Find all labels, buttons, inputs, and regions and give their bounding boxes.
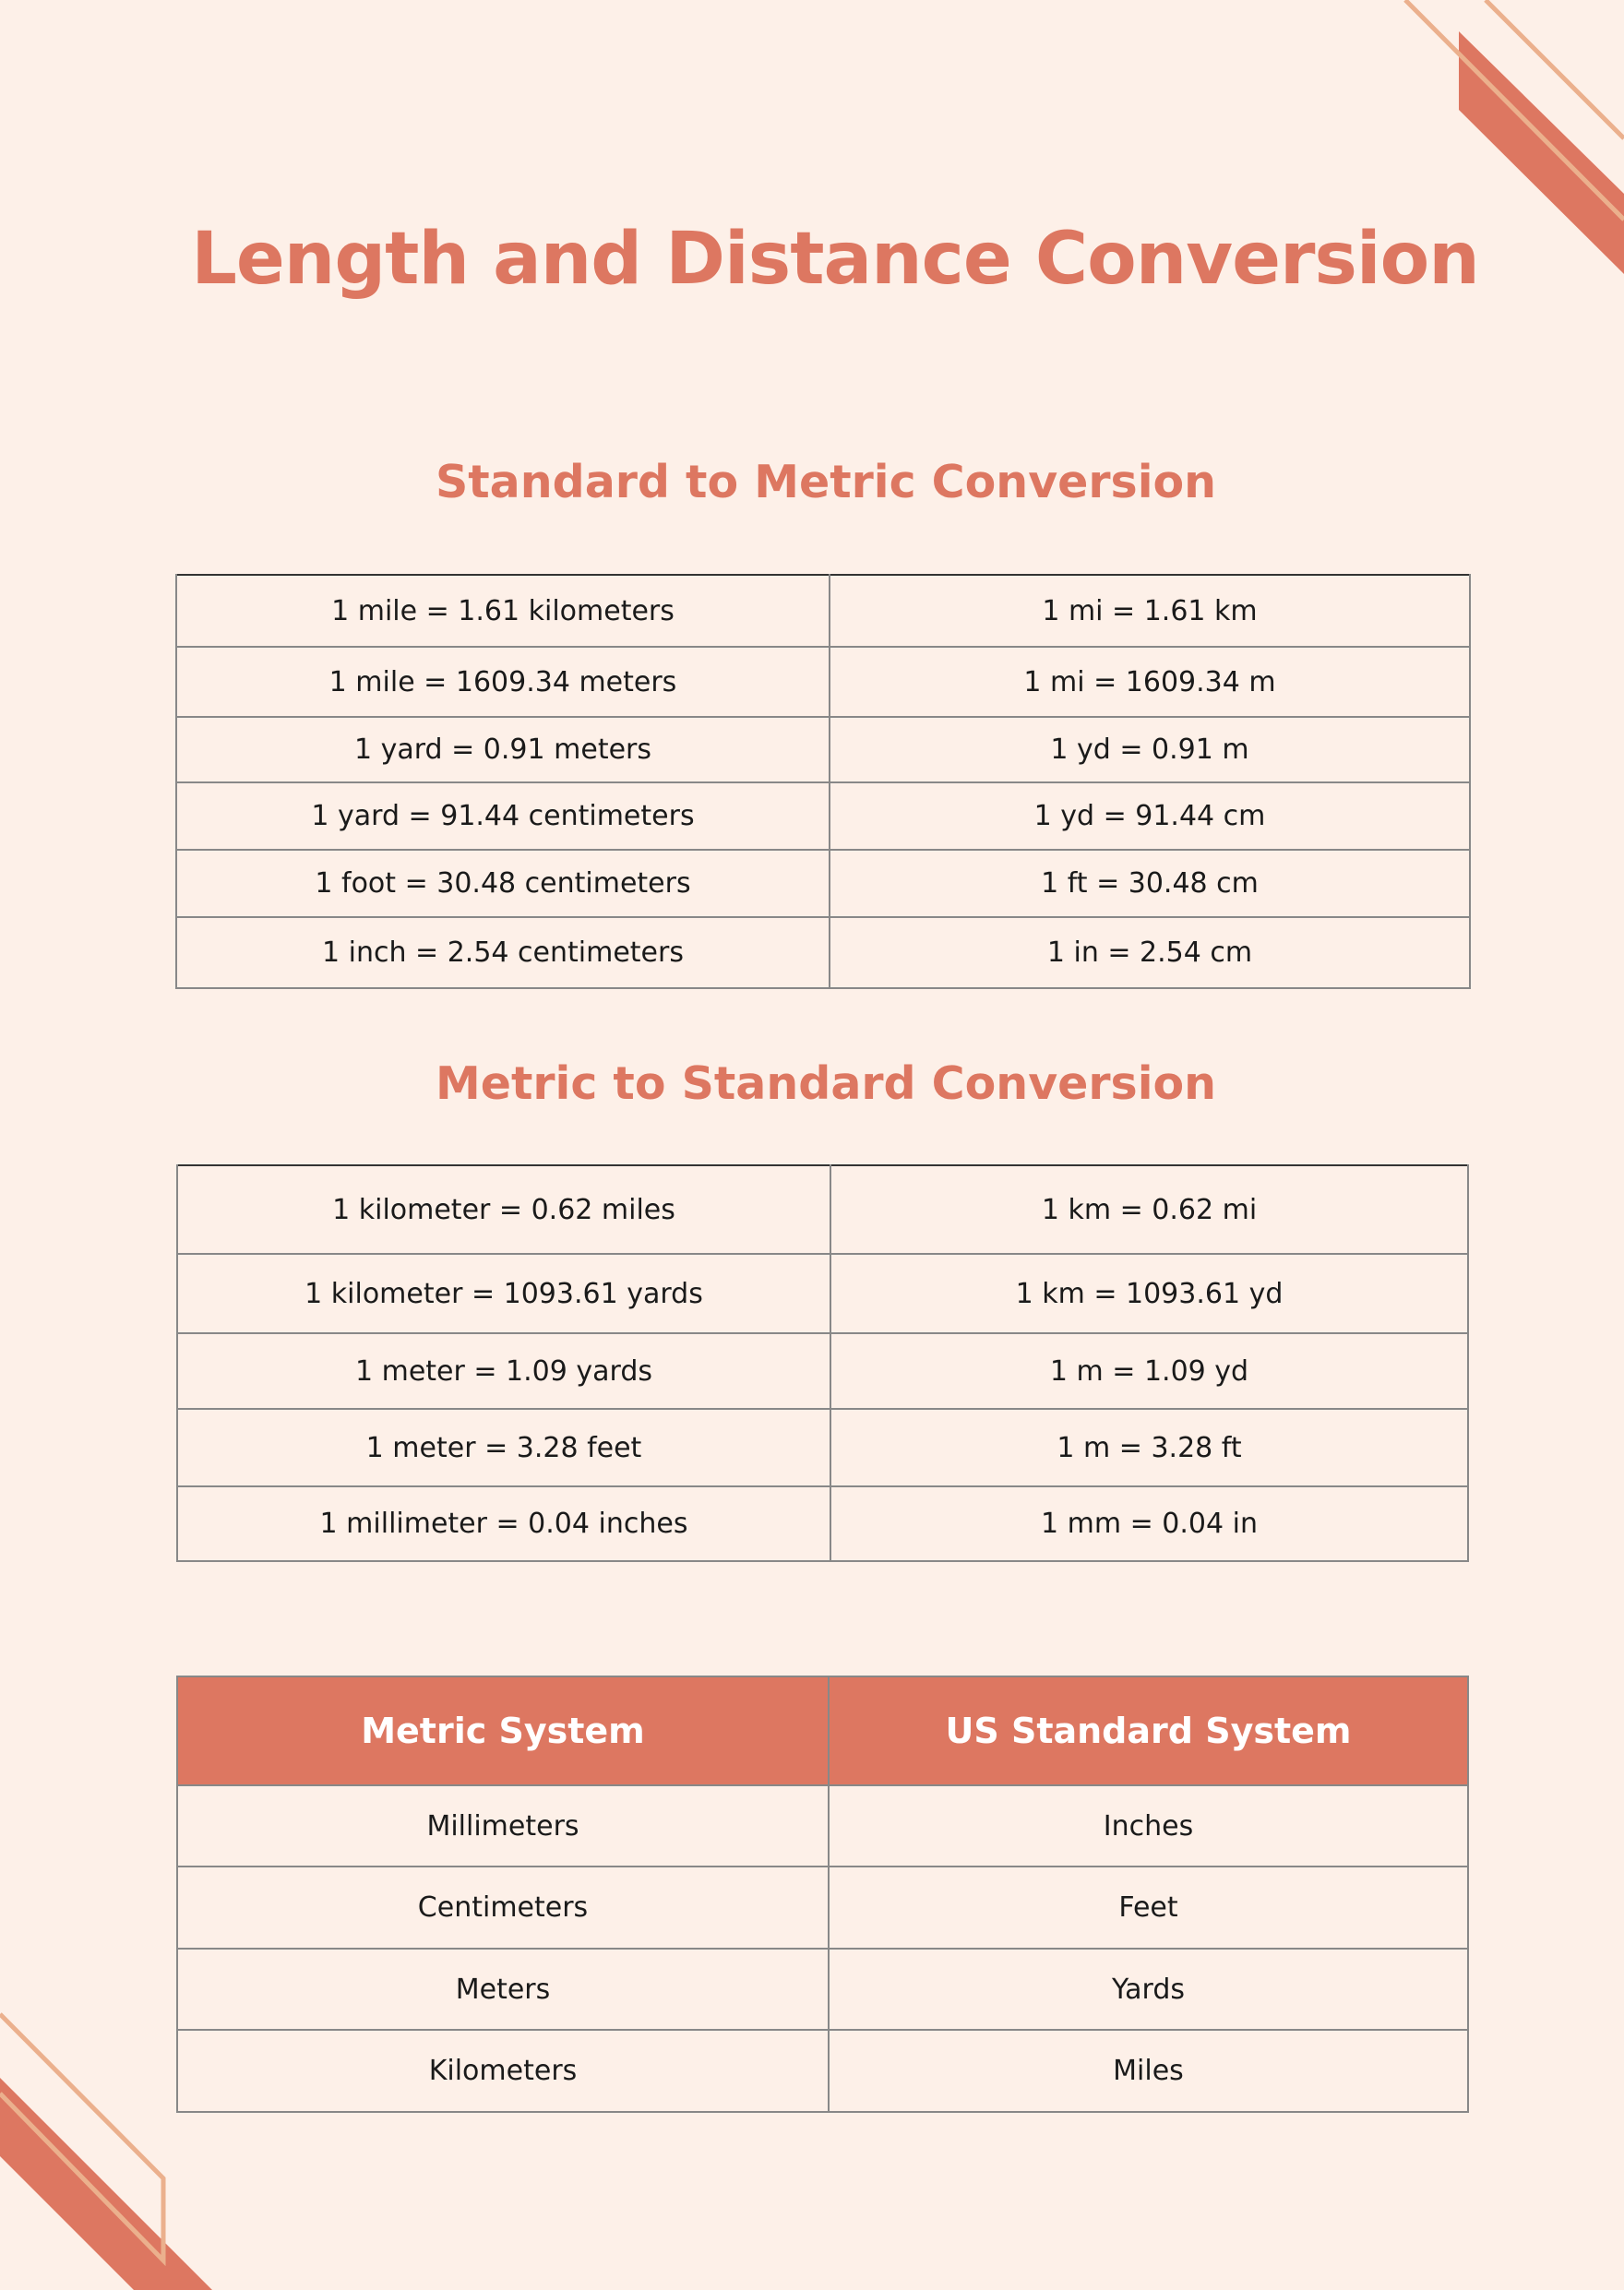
- full-unit-cell: 1 meter = 1.09 yards: [176, 1332, 831, 1410]
- table-row: Kilometers Miles: [176, 2029, 1469, 2113]
- abbreviated-unit-cell: Inches: [828, 1785, 1469, 1867]
- page-title: Length and Distance Conversion: [191, 218, 1480, 301]
- table-row: 1 inch = 2.54 centimeters 1 in = 2.54 cm: [175, 916, 1471, 989]
- full-unit-cell: 1 inch = 2.54 centimeters: [175, 916, 830, 989]
- table-row: 1 kilometer = 1093.61 yards 1 km = 1093.6…: [176, 1253, 1469, 1334]
- full-unit-cell: Millimeters: [176, 1785, 830, 1867]
- abbreviated-unit-cell: 1 km = 0.62 mi: [830, 1165, 1469, 1255]
- full-unit-cell: 1 mile = 1.61 kilometers: [175, 575, 830, 648]
- abbreviated-unit-cell: 1 in = 2.54 cm: [829, 916, 1471, 989]
- table-header-row: Metric System US Standard System: [176, 1676, 1469, 1786]
- bottom-left-band: [0, 2078, 212, 2290]
- table-row: Millimeters Inches: [176, 1785, 1469, 1867]
- abbreviated-unit-cell: Feet: [828, 1866, 1469, 1950]
- abbreviated-unit-cell: 1 mi = 1609.34 m: [829, 646, 1471, 718]
- abbreviated-unit-cell: 1 yd = 91.44 cm: [829, 781, 1471, 851]
- measurement-systems-table: Metric System US Standard System Millime…: [176, 1676, 1469, 2113]
- full-unit-cell: Kilometers: [176, 2029, 830, 2113]
- bottom-left-line: [0, 2012, 166, 2267]
- full-unit-cell: 1 foot = 30.48 centimeters: [175, 849, 830, 918]
- full-unit-cell: Centimeters: [176, 1866, 830, 1950]
- full-unit-cell: 1 yard = 0.91 meters: [175, 716, 830, 783]
- header-us-standard-system: US Standard System: [828, 1676, 1469, 1786]
- full-unit-cell: 1 mile = 1609.34 meters: [175, 646, 830, 718]
- full-unit-cell: 1 millimeter = 0.04 inches: [176, 1485, 831, 1562]
- full-unit-cell: Meters: [176, 1948, 830, 2031]
- table-row: 1 yard = 0.91 meters 1 yd = 0.91 m: [175, 716, 1471, 783]
- table-row: Centimeters Feet: [176, 1866, 1469, 1950]
- table-row: 1 meter = 1.09 yards 1 m = 1.09 yd: [176, 1332, 1469, 1410]
- abbreviated-unit-cell: 1 ft = 30.48 cm: [829, 849, 1471, 918]
- abbreviated-unit-cell: 1 km = 1093.61 yd: [830, 1253, 1469, 1334]
- abbreviated-unit-cell: Yards: [828, 1948, 1469, 2031]
- abbreviated-unit-cell: 1 yd = 0.91 m: [829, 716, 1471, 783]
- header-metric-system: Metric System: [176, 1676, 830, 1786]
- table-row: 1 millimeter = 0.04 inches 1 mm = 0.04 in: [176, 1485, 1469, 1562]
- table-row: 1 foot = 30.48 centimeters 1 ft = 30.48 c…: [175, 849, 1471, 918]
- top-right-line-2: [1484, 0, 1624, 140]
- full-unit-cell: 1 kilometer = 0.62 miles: [176, 1165, 831, 1255]
- standard-to-metric-table: 1 mile = 1.61 kilometers 1 mi = 1.61 km 1 …: [175, 574, 1471, 989]
- abbreviated-unit-cell: 1 m = 3.28 ft: [830, 1408, 1469, 1487]
- table-row: 1 mile = 1609.34 meters 1 mi = 1609.34 m: [175, 646, 1471, 718]
- abbreviated-unit-cell: 1 mm = 0.04 in: [830, 1485, 1469, 1562]
- table-row: 1 yard = 91.44 centimeters 1 yd = 91.44 c…: [175, 781, 1471, 851]
- full-unit-cell: 1 meter = 3.28 feet: [176, 1408, 831, 1487]
- abbreviated-unit-cell: 1 mi = 1.61 km: [829, 575, 1471, 648]
- top-right-line-1: [1403, 0, 1624, 221]
- table-row: 1 meter = 3.28 feet 1 m = 3.28 ft: [176, 1408, 1469, 1487]
- section-heading-metric-to-standard: Metric to Standard Conversion: [435, 1057, 1217, 1110]
- full-unit-cell: 1 yard = 91.44 centimeters: [175, 781, 830, 851]
- table-row: Meters Yards: [176, 1948, 1469, 2031]
- section-heading-standard-to-metric: Standard to Metric Conversion: [435, 456, 1217, 508]
- table-row: 1 kilometer = 0.62 miles 1 km = 0.62 mi: [176, 1165, 1469, 1255]
- abbreviated-unit-cell: 1 m = 1.09 yd: [830, 1332, 1469, 1410]
- metric-to-standard-table: 1 kilometer = 0.62 miles 1 km = 0.62 mi 1 …: [176, 1164, 1469, 1562]
- abbreviated-unit-cell: Miles: [828, 2029, 1469, 2113]
- full-unit-cell: 1 kilometer = 1093.61 yards: [176, 1253, 831, 1334]
- table-row: 1 mile = 1.61 kilometers 1 mi = 1.61 km: [175, 575, 1471, 648]
